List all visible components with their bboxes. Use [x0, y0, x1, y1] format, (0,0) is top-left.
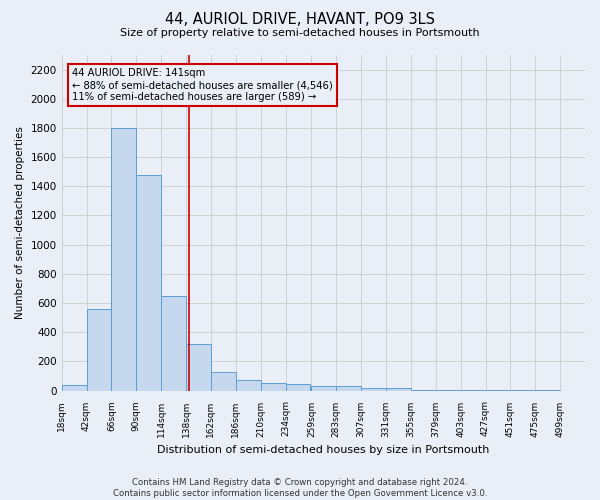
Bar: [211, 372, 236, 390]
Y-axis label: Number of semi-detached properties: Number of semi-detached properties: [15, 126, 25, 319]
Bar: [311, 386, 336, 390]
X-axis label: Distribution of semi-detached houses by size in Portsmouth: Distribution of semi-detached houses by …: [157, 445, 490, 455]
Bar: [112, 128, 136, 390]
Bar: [62, 384, 86, 390]
Text: Contains HM Land Registry data © Crown copyright and database right 2024.
Contai: Contains HM Land Registry data © Crown c…: [113, 478, 487, 498]
Text: 44 AURIOL DRIVE: 141sqm
← 88% of semi-detached houses are smaller (4,546)
11% of: 44 AURIOL DRIVE: 141sqm ← 88% of semi-de…: [72, 68, 333, 102]
Bar: [361, 388, 386, 390]
Bar: [161, 296, 186, 390]
Text: 44, AURIOL DRIVE, HAVANT, PO9 3LS: 44, AURIOL DRIVE, HAVANT, PO9 3LS: [165, 12, 435, 28]
Bar: [286, 384, 310, 390]
Text: Size of property relative to semi-detached houses in Portsmouth: Size of property relative to semi-detach…: [120, 28, 480, 38]
Bar: [260, 382, 286, 390]
Bar: [336, 386, 361, 390]
Bar: [236, 380, 260, 390]
Bar: [86, 309, 112, 390]
Bar: [386, 388, 411, 390]
Bar: [186, 344, 211, 391]
Bar: [136, 174, 161, 390]
